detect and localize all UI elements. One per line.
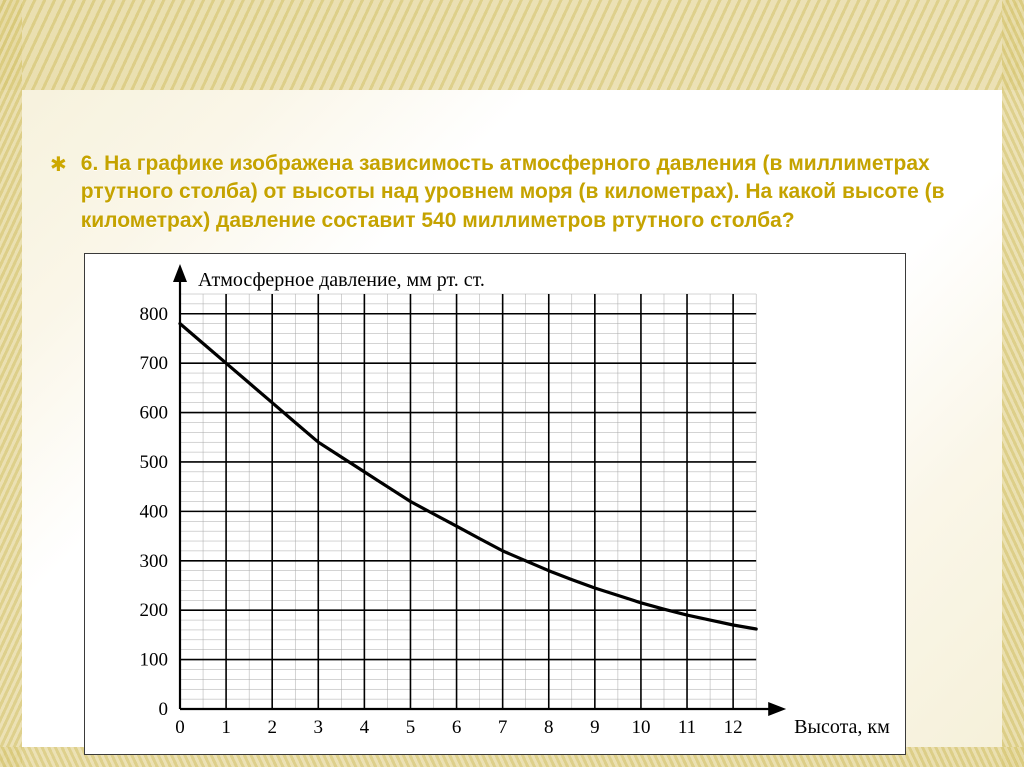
content-area: ✱ 6. На графике изображена зависимость а…	[50, 150, 974, 755]
svg-text:800: 800	[140, 304, 169, 325]
decor-right-band	[1002, 0, 1024, 767]
svg-text:6: 6	[452, 717, 462, 738]
slide-page: ✱ 6. На графике изображена зависимость а…	[0, 0, 1024, 767]
svg-text:Высота, км: Высота, км	[794, 716, 890, 738]
svg-text:11: 11	[678, 717, 696, 738]
svg-text:300: 300	[140, 551, 169, 572]
svg-text:Атмосферное давление, мм рт. с: Атмосферное давление, мм рт. ст.	[198, 269, 485, 291]
svg-text:0: 0	[175, 717, 185, 738]
bullet-icon: ✱	[50, 152, 67, 178]
svg-text:7: 7	[498, 717, 508, 738]
svg-text:600: 600	[140, 403, 169, 424]
svg-text:700: 700	[140, 353, 169, 374]
svg-text:2: 2	[267, 717, 277, 738]
pressure-chart: 0100200300400500600700800012345678910111…	[85, 254, 905, 754]
chart-container: 0100200300400500600700800012345678910111…	[84, 253, 906, 755]
svg-text:200: 200	[140, 600, 169, 621]
svg-text:10: 10	[631, 717, 650, 738]
svg-text:4: 4	[360, 717, 370, 738]
svg-text:3: 3	[314, 717, 324, 738]
decor-top-band	[0, 0, 1024, 90]
svg-text:500: 500	[140, 452, 169, 473]
question-text: 6. На графике изображена зависимость атм…	[81, 150, 974, 235]
svg-text:12: 12	[724, 717, 743, 738]
svg-text:5: 5	[406, 717, 416, 738]
svg-text:1: 1	[221, 717, 231, 738]
svg-text:9: 9	[590, 717, 600, 738]
decor-left-band	[0, 0, 22, 767]
question-row: ✱ 6. На графике изображена зависимость а…	[50, 150, 974, 235]
svg-text:8: 8	[544, 717, 554, 738]
svg-text:0: 0	[159, 699, 169, 720]
svg-text:400: 400	[140, 501, 169, 522]
svg-text:100: 100	[140, 650, 169, 671]
